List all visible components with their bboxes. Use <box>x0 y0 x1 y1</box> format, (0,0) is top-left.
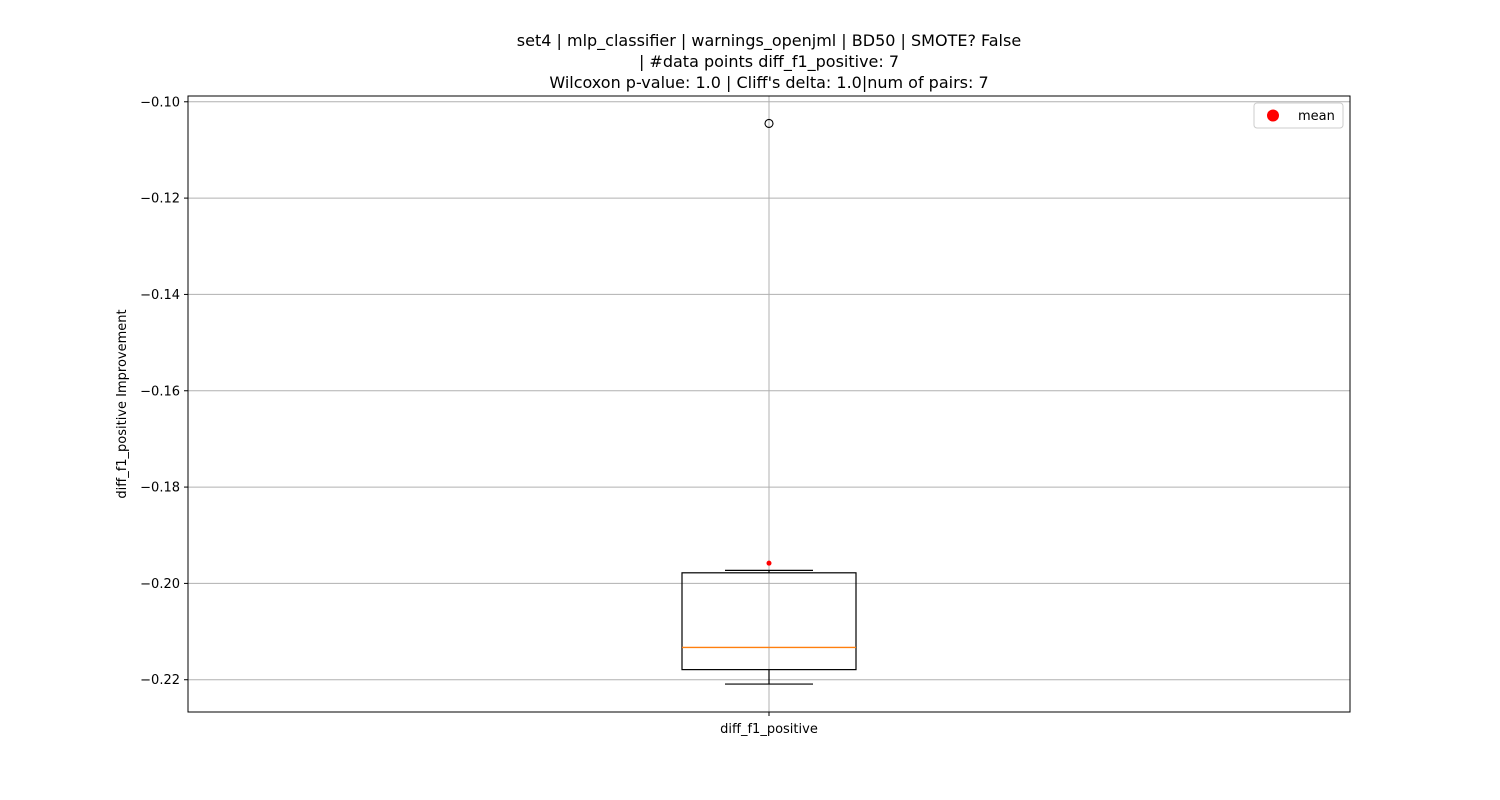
plot-marks <box>681 118 857 685</box>
legend-frame <box>1253 102 1344 129</box>
y-tick-label: −0.12 <box>140 192 180 207</box>
legend: mean <box>1253 102 1344 129</box>
title-line: | #data points diff_f1_positive: 7 <box>639 52 899 72</box>
x-tick-label: diff_f1_positive <box>720 722 818 737</box>
y-tick-label: −0.18 <box>140 481 180 496</box>
y-axis-label: diff_f1_positive Improvement <box>115 309 130 498</box>
chart-title: set4 | mlp_classifier | warnings_openjml… <box>517 31 1021 92</box>
title-line: Wilcoxon p-value: 1.0 | Cliff's delta: 1… <box>549 73 988 92</box>
x-axis: diff_f1_positive <box>720 712 818 737</box>
mean-point <box>766 560 772 566</box>
y-tick-label: −0.10 <box>140 95 180 110</box>
grid <box>188 96 1350 712</box>
y-tick-label: −0.16 <box>140 384 180 399</box>
y-axis: −0.22 −0.20 −0.18 −0.16 −0.14 −0.12 −0.10 <box>140 95 188 688</box>
y-tick-label: −0.14 <box>140 288 180 303</box>
y-tick-label: −0.20 <box>140 577 180 592</box>
y-tick-label: −0.22 <box>140 673 180 688</box>
legend-marker <box>1267 109 1279 122</box>
outlier-point <box>764 118 774 129</box>
legend-label: mean <box>1298 109 1335 124</box>
title-line: set4 | mlp_classifier | warnings_openjml… <box>517 31 1021 51</box>
